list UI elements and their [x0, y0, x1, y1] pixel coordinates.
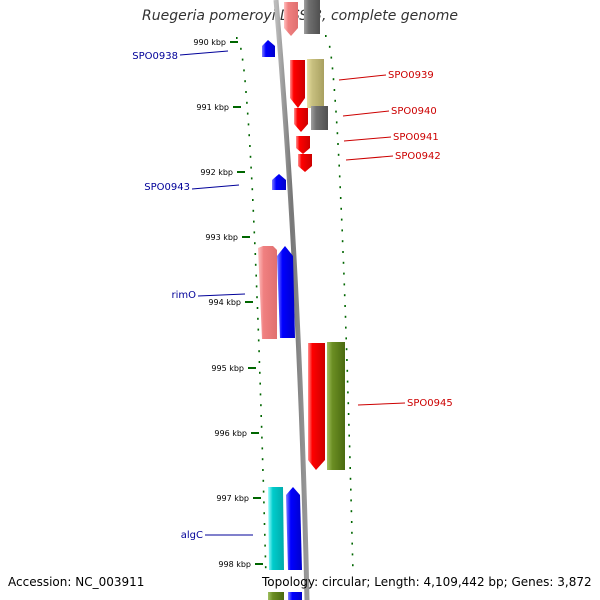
gene-label[interactable]: SPO0940 — [391, 106, 437, 117]
leader-line — [357, 402, 406, 406]
gene-label[interactable]: SPO0939 — [388, 70, 434, 81]
leader-line — [342, 110, 390, 117]
accession-text: Accession: NC_003911 — [8, 575, 145, 589]
tick-label: 991 kbp — [196, 103, 229, 112]
gene-feature[interactable] — [290, 60, 305, 108]
gene-feature[interactable] — [268, 487, 284, 570]
leader-line — [343, 136, 392, 142]
gene-feature[interactable] — [277, 246, 295, 338]
gene-feature[interactable] — [307, 59, 324, 108]
reverse-strand-genes — [258, 40, 302, 600]
gene-label[interactable]: SPO0943 — [144, 182, 190, 193]
gene-labels: SPO0938 SPO0939 SPO0940 SPO0941 SPO0942 … — [132, 51, 452, 541]
tick-tracks — [236, 35, 354, 569]
tick-label: 994 kbp — [208, 298, 241, 307]
gene-feature[interactable] — [288, 592, 302, 600]
gene-feature[interactable] — [311, 106, 328, 130]
gene-label[interactable]: SPO0938 — [132, 51, 178, 62]
gene-label[interactable]: SPO0941 — [393, 132, 439, 143]
label-leaders — [179, 50, 406, 536]
leader-line — [191, 184, 240, 190]
gene-feature[interactable] — [304, 0, 320, 34]
map-title: Ruegeria pomeroyi DSS-3, complete genome — [142, 8, 458, 24]
gene-feature[interactable] — [298, 154, 312, 172]
gene-feature[interactable] — [272, 174, 286, 190]
tick-label: 996 kbp — [214, 429, 247, 438]
gene-label[interactable]: algC — [181, 530, 203, 541]
gene-feature[interactable] — [286, 487, 302, 570]
gene-feature[interactable] — [262, 40, 275, 57]
tick-label: 998 kbp — [218, 560, 251, 569]
gene-feature[interactable] — [327, 342, 345, 470]
gene-label[interactable]: rimO — [171, 290, 196, 301]
gene-label[interactable]: SPO0942 — [395, 151, 441, 162]
tick-label: 995 kbp — [211, 364, 244, 373]
tick-label: 990 kbp — [193, 38, 226, 47]
forward-strand-genes — [284, 0, 345, 470]
gene-feature[interactable] — [308, 343, 325, 470]
leader-line — [345, 155, 394, 161]
genome-backbone — [273, 0, 310, 600]
gene-label[interactable]: SPO0945 — [407, 398, 453, 409]
leader-line — [197, 293, 246, 297]
gene-feature[interactable] — [268, 592, 284, 600]
tick-label: 992 kbp — [200, 168, 233, 177]
tick-label: 997 kbp — [216, 494, 249, 503]
gene-feature[interactable] — [294, 108, 308, 132]
tick-label: 993 kbp — [205, 233, 238, 242]
leader-line — [179, 50, 229, 56]
position-ticks: 990 kbp 991 kbp 992 kbp 993 kbp 994 kbp … — [193, 38, 263, 569]
gene-feature[interactable] — [258, 246, 277, 339]
genome-stats-text: Topology: circular; Length: 4,109,442 bp… — [262, 575, 592, 589]
gene-feature[interactable] — [296, 136, 310, 154]
gene-feature[interactable] — [284, 2, 298, 36]
leader-line — [338, 74, 387, 81]
